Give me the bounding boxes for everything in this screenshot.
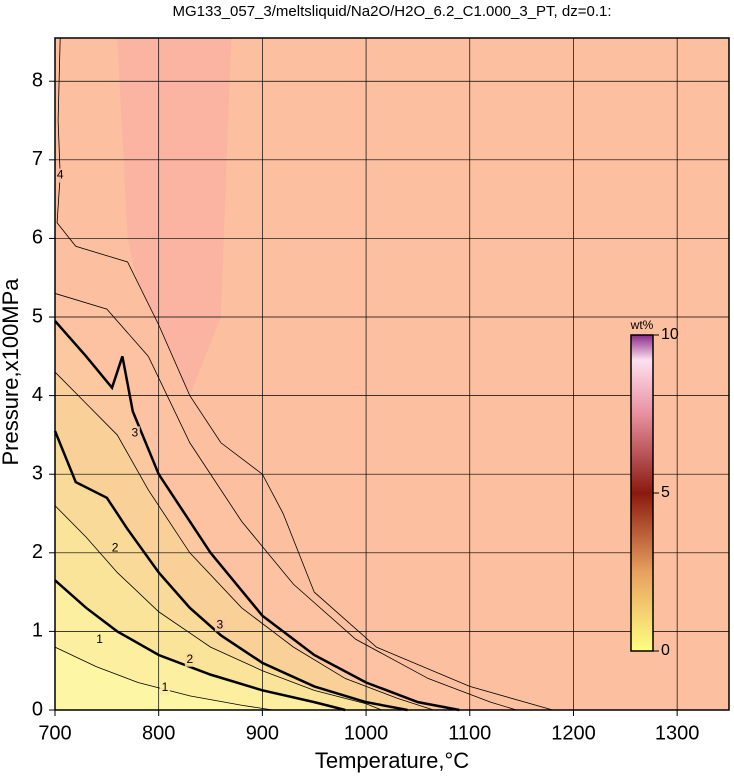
colorbar: [630, 334, 654, 652]
colorbar-tick-label: 10: [661, 326, 679, 343]
y-tick-label: 8: [32, 70, 43, 92]
contour-label: 3: [217, 617, 224, 631]
contour-label: 3: [131, 426, 138, 440]
colorbar-tick-label: 5: [661, 484, 670, 501]
y-tick-label: 7: [32, 148, 43, 170]
y-tick-label: 3: [32, 462, 43, 484]
y-tick-label: 2: [32, 541, 43, 563]
contour-label-bg: [159, 680, 170, 695]
x-tick-label: 900: [246, 722, 279, 744]
x-tick-label: 700: [38, 722, 71, 744]
contour-line: [54, 505, 382, 711]
contour-label: 2: [112, 540, 119, 554]
y-tick-label: 1: [32, 620, 43, 642]
x-tick-label: 1200: [551, 722, 596, 744]
chart-title: MG133_057_3/meltsliquid/Na2O/H2O_6.2_C1.…: [172, 3, 611, 20]
contour-line: [54, 320, 460, 712]
contour-label-bg: [214, 618, 225, 633]
colorbar-tick-label: 0: [661, 642, 670, 659]
contour-label-bg: [55, 168, 66, 183]
x-axis-label: Temperature,°C: [315, 748, 469, 773]
contour-label: 1: [96, 632, 103, 646]
contour-line: [54, 371, 434, 711]
x-tick-label: 1000: [344, 722, 389, 744]
colorbar-label: wt%: [630, 318, 654, 332]
contour-label: 4: [57, 168, 64, 182]
contour-fill: [55, 580, 346, 710]
x-tick-label: 800: [142, 722, 175, 744]
y-tick-label: 0: [32, 698, 43, 720]
y-axis-label: Pressure,x100MPa: [0, 278, 23, 466]
contour-line: [54, 579, 346, 712]
contour-label: 1: [162, 680, 169, 694]
y-tick-label: 4: [32, 384, 43, 406]
contour-label-bg: [110, 541, 121, 556]
y-tick-label: 5: [32, 305, 43, 327]
x-tick-label: 1300: [655, 722, 700, 744]
contour-line: [53, 430, 408, 712]
contour-label: 2: [186, 652, 193, 666]
contour-label-bg: [184, 652, 195, 667]
x-tick-label: 1100: [448, 722, 491, 744]
contour-fill: [55, 647, 273, 710]
contour-label-bg: [129, 426, 140, 441]
plot-frame: [54, 37, 730, 711]
y-tick-label: 6: [32, 227, 43, 249]
contour-label-bg: [94, 633, 105, 648]
